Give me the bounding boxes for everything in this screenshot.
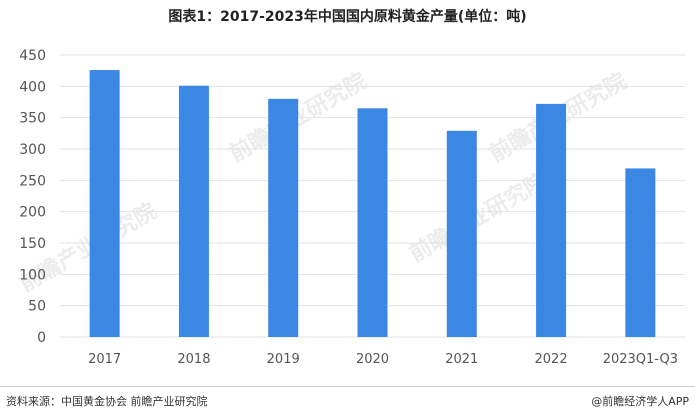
y-tick-label: 200 [19,205,46,221]
y-tick-label: 250 [19,173,46,189]
y-tick-label: 150 [19,236,46,252]
x-tick-label: 2023Q1-Q3 [603,352,678,367]
y-tick-label: 100 [19,267,46,283]
x-tick-label: 2019 [267,352,300,367]
bar-2017 [89,70,120,337]
x-axis-ticks: 2017 2018 2019 2020 2021 2022 2023Q1-Q3 [88,352,678,367]
bar-2019 [268,98,299,337]
brand-label: @前瞻经济学人APP [591,395,689,408]
bar-2021 [446,130,477,337]
chart-title: 图表1：2017-2023年中国国内原料黄金产量(单位：吨) [168,9,527,25]
x-tick-label: 2021 [445,352,478,367]
bars [89,70,656,338]
y-tick-label: 350 [19,111,46,127]
bar-2020 [357,108,388,338]
footer-divider [0,386,695,387]
y-tick-label: 450 [19,48,46,64]
y-tick-label: 400 [19,79,46,95]
x-tick-label: 2017 [88,352,121,367]
bar-2023Q1-Q3 [625,168,656,337]
x-tick-label: 2018 [177,352,210,367]
bar-2022 [536,103,567,337]
bar-chart: 0 50 100 150 200 250 300 350 400 450 2017 2018 2019… [19,48,685,367]
bar-2018 [178,85,209,337]
source-note: 资料来源：中国黄金协会 前瞻产业研究院 [6,395,208,408]
x-tick-label: 2022 [535,352,568,367]
x-tick-label: 2020 [356,352,389,367]
y-tick-label: 0 [37,330,46,346]
y-axis-ticks: 0 50 100 150 200 250 300 350 400 450 [19,48,46,346]
y-tick-label: 300 [19,142,46,158]
y-tick-label: 50 [28,299,46,315]
